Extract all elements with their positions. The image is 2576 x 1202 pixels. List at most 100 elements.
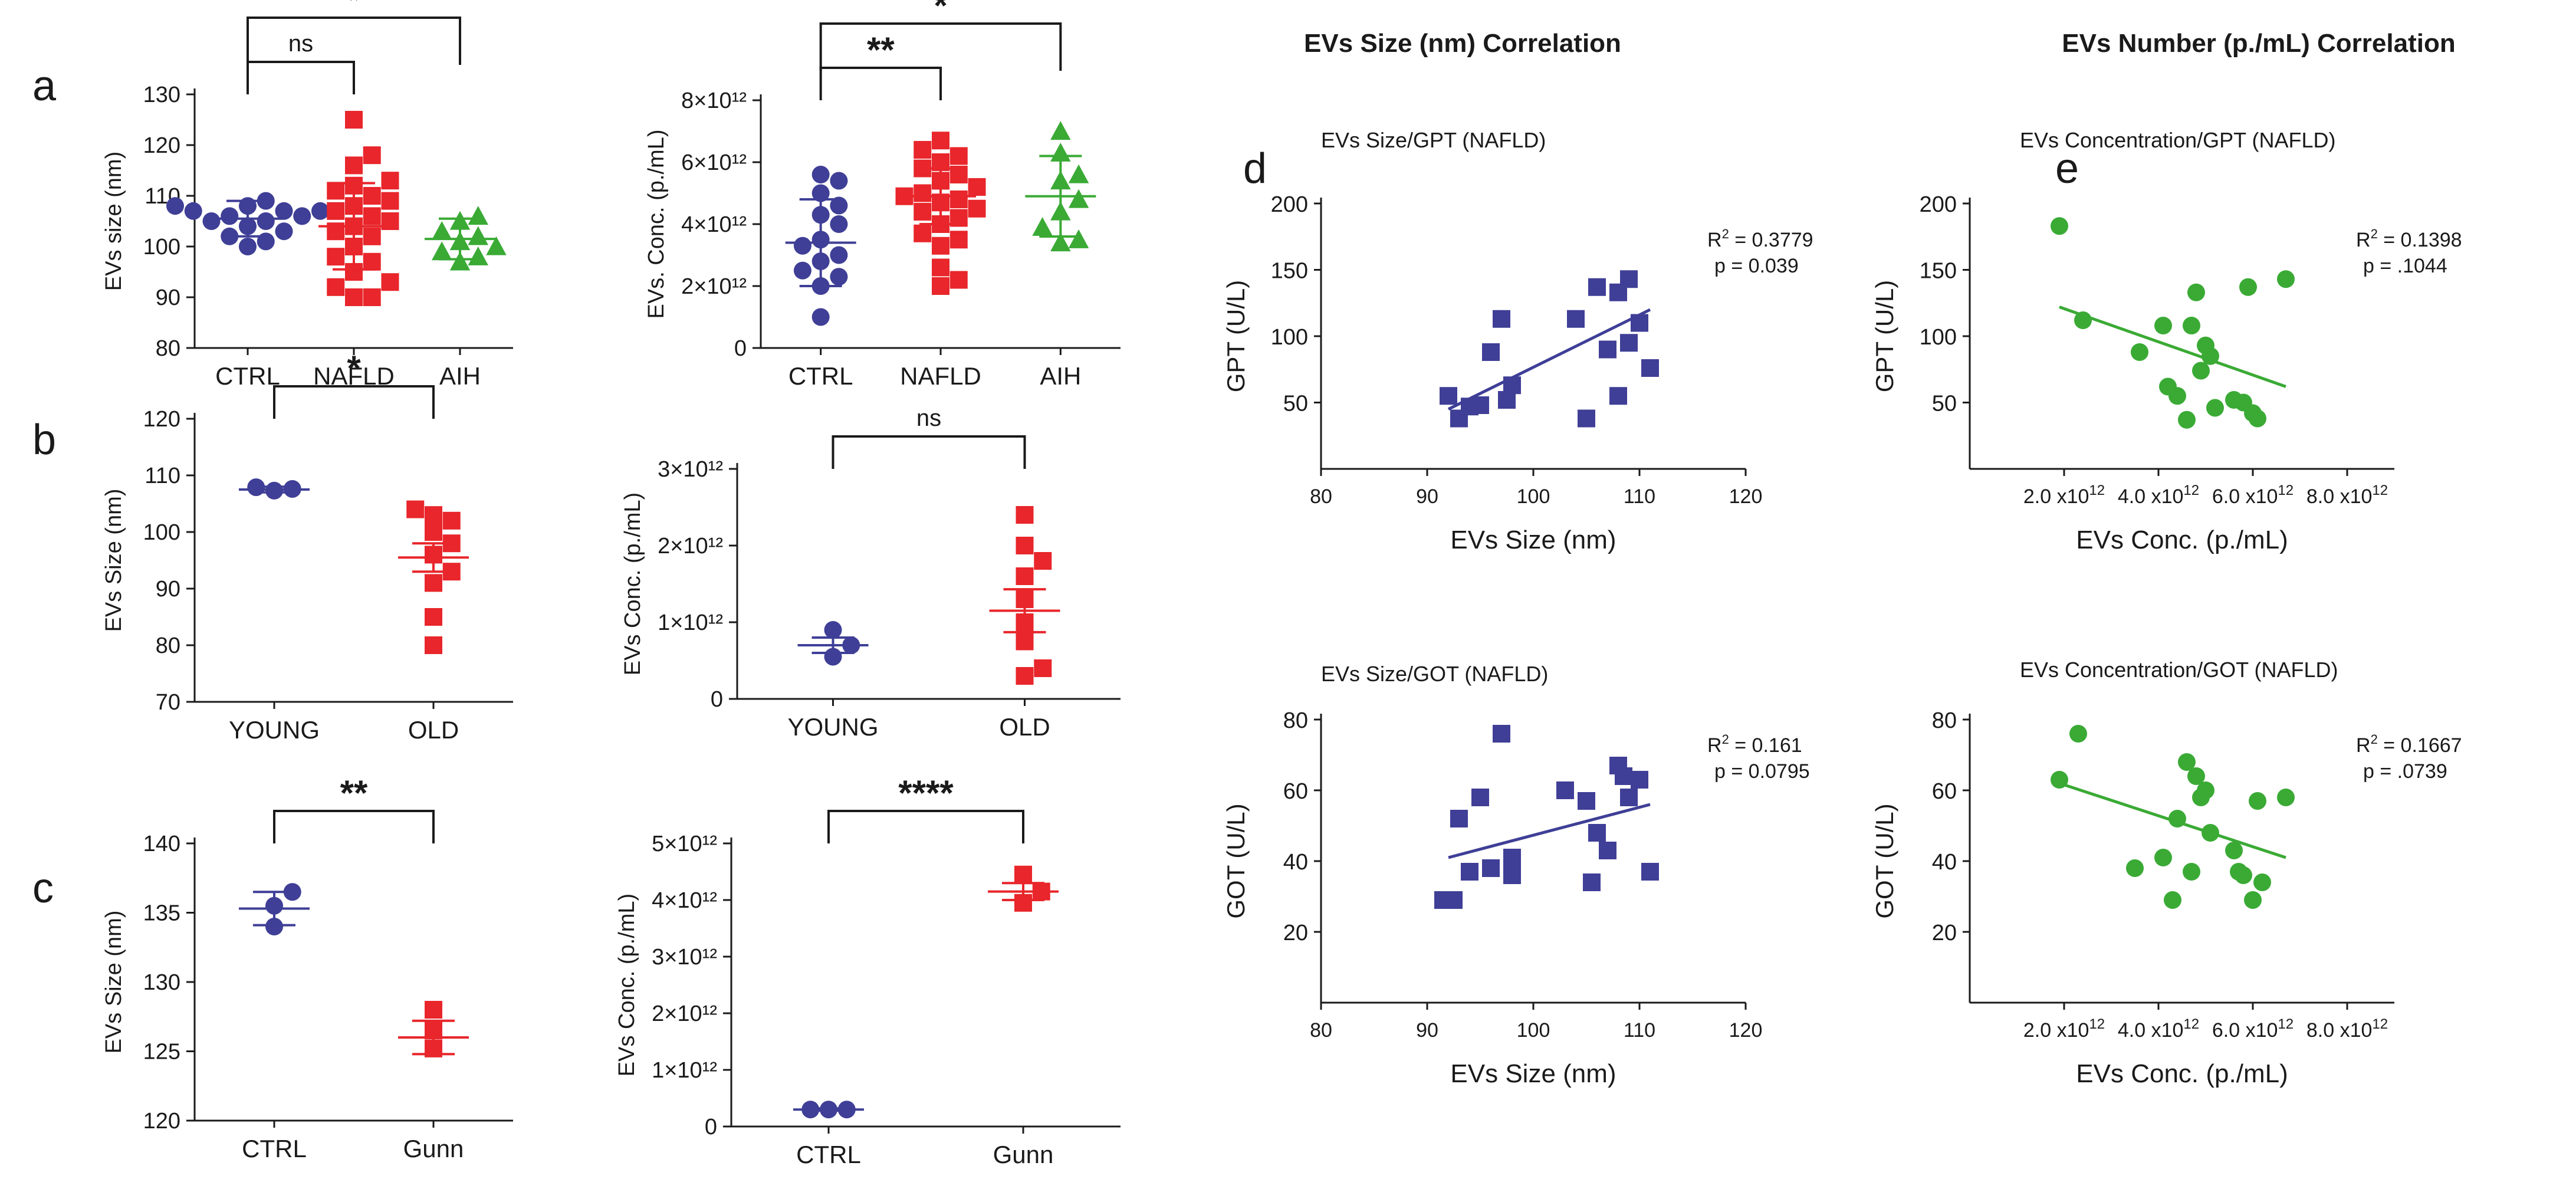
data-point bbox=[1641, 863, 1659, 881]
y-tick-label: 135 bbox=[143, 901, 180, 926]
data-point bbox=[1588, 824, 1606, 842]
data-point bbox=[381, 192, 399, 210]
data-point bbox=[327, 202, 345, 220]
data-point bbox=[811, 184, 830, 202]
data-point bbox=[1450, 810, 1468, 827]
series-NAFLD bbox=[318, 111, 399, 306]
x-axis-label: EVs Conc. (p./mL) bbox=[2076, 1059, 2288, 1088]
data-point bbox=[914, 141, 932, 159]
data-point bbox=[2183, 317, 2200, 334]
y-tick-label: 60 bbox=[1932, 779, 1957, 804]
data-point bbox=[1503, 866, 1521, 884]
r-squared-label: R2 = 0.1398 bbox=[2356, 226, 2462, 251]
data-point bbox=[2187, 767, 2205, 785]
data-point bbox=[381, 273, 399, 291]
data-point bbox=[257, 212, 275, 230]
data-point bbox=[1016, 667, 1034, 685]
data-point bbox=[425, 608, 442, 626]
y-tick-label: 125 bbox=[143, 1040, 180, 1065]
data-point bbox=[932, 277, 949, 295]
y-axis-label: EVs size (nm) bbox=[101, 152, 126, 291]
chart-e2: 20 40 60 80 2.0 x1012 4.0 x1012 6.0 x1012 8.0 x… bbox=[1871, 658, 2462, 1088]
series-AIH bbox=[425, 206, 507, 271]
data-point bbox=[949, 231, 968, 249]
x-tick-label: 100 bbox=[1517, 1019, 1550, 1042]
data-point bbox=[425, 523, 442, 541]
data-point bbox=[345, 111, 363, 129]
data-points bbox=[1434, 725, 1659, 909]
p-value-label: p = 0.0795 bbox=[1714, 760, 1810, 783]
data-point bbox=[830, 215, 848, 233]
x-tick-label: AIH bbox=[1040, 362, 1081, 390]
x-tick-label: 110 bbox=[1624, 485, 1655, 508]
data-point bbox=[2168, 387, 2186, 405]
x-tick-label: 2.0 x1012 bbox=[2023, 482, 2105, 508]
data-point bbox=[1620, 270, 1638, 288]
data-point bbox=[1578, 409, 1595, 428]
regression-line bbox=[1448, 803, 1651, 859]
data-point bbox=[2168, 810, 2186, 827]
p-value-label: p = .1044 bbox=[2363, 255, 2447, 277]
significance-bracket bbox=[832, 435, 1026, 469]
data-point bbox=[914, 184, 932, 202]
panel-label: a bbox=[32, 63, 57, 110]
series-YOUNG bbox=[797, 621, 869, 666]
series-CTRL bbox=[239, 883, 310, 935]
significance-label: ns bbox=[916, 405, 941, 431]
data-point bbox=[2178, 410, 2196, 429]
data-point bbox=[468, 246, 488, 265]
data-point bbox=[2183, 863, 2200, 881]
data-point bbox=[949, 271, 968, 289]
data-point bbox=[1034, 552, 1052, 570]
y-tick-label: 90 bbox=[156, 577, 180, 602]
data-point bbox=[265, 918, 283, 935]
data-point bbox=[2249, 792, 2266, 810]
y-tick-label: 200 bbox=[1271, 192, 1308, 217]
data-point bbox=[2202, 824, 2219, 842]
data-point bbox=[1599, 340, 1616, 359]
data-point bbox=[275, 222, 293, 241]
y-axis-label: GOT (U/L) bbox=[1222, 803, 1250, 918]
y-tick-label: 80 bbox=[156, 336, 180, 361]
data-point bbox=[2069, 725, 2087, 743]
series-OLD bbox=[398, 500, 469, 654]
data-point bbox=[363, 252, 381, 271]
y-axis-label: GOT (U/L) bbox=[1871, 803, 1898, 918]
y-tick-label: 2×10¹² bbox=[652, 1001, 717, 1026]
series-OLD bbox=[989, 506, 1060, 685]
y-tick-label: 100 bbox=[143, 520, 180, 545]
r-squared-label: R2 = 0.1667 bbox=[2356, 732, 2462, 757]
y-tick-label: 140 bbox=[143, 832, 180, 856]
data-point bbox=[2154, 849, 2172, 866]
y-tick-label: 1×10¹² bbox=[652, 1058, 717, 1083]
data-point bbox=[1578, 792, 1595, 810]
data-point bbox=[2051, 217, 2068, 235]
data-point bbox=[1032, 217, 1053, 236]
y-tick-label: 60 bbox=[1283, 779, 1308, 804]
y-tick-label: 90 bbox=[156, 285, 180, 310]
y-tick-label: 100 bbox=[1271, 325, 1308, 350]
x-axis-label: EVs Size (nm) bbox=[1450, 526, 1616, 554]
x-tick-label: 2.0 x1012 bbox=[2023, 1016, 2105, 1042]
data-point bbox=[2239, 278, 2257, 296]
data-point bbox=[1050, 121, 1071, 140]
significance-label: ** bbox=[340, 773, 368, 813]
significance-label: ** bbox=[867, 30, 895, 70]
data-point bbox=[1556, 781, 1574, 799]
y-tick-label: 40 bbox=[1283, 850, 1308, 875]
y-tick-label: 80 bbox=[1283, 708, 1308, 733]
data-point bbox=[486, 236, 507, 255]
series-YOUNG bbox=[239, 478, 310, 500]
data-point bbox=[1068, 164, 1089, 183]
x-tick-label: CTRL bbox=[788, 362, 853, 390]
data-point bbox=[1014, 865, 1032, 884]
data-point bbox=[830, 268, 848, 286]
chart-d1: 50 100 150 200 80 90 100 110 120 GPT (U/L) EVs Siz… bbox=[1222, 128, 1813, 554]
significance-bracket bbox=[247, 61, 355, 94]
x-axis-label: EVs Size (nm) bbox=[1450, 1059, 1616, 1088]
x-tick-label: CTRL bbox=[215, 362, 280, 390]
x-tick-label: YOUNG bbox=[229, 716, 320, 744]
significance-label: * bbox=[347, 349, 361, 388]
data-point bbox=[1482, 343, 1500, 361]
